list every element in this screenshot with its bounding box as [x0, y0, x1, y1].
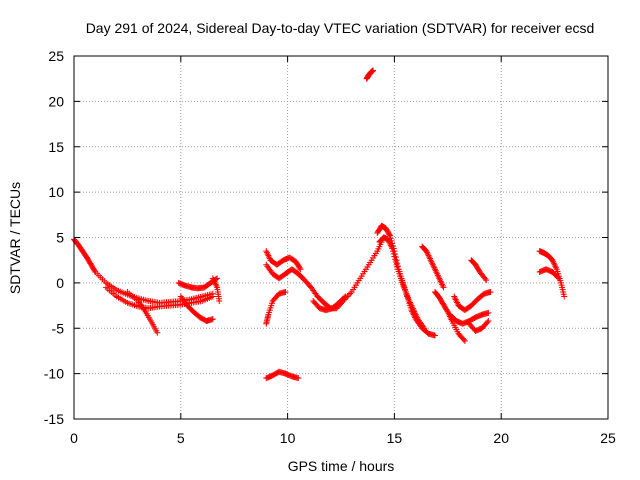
data-point — [421, 325, 428, 332]
data-point — [216, 298, 223, 305]
series-arc-11 — [310, 293, 349, 314]
data-point — [296, 265, 303, 272]
chart-title: Day 291 of 2024, Sidereal Day-to-day VTE… — [86, 20, 595, 36]
x-tick-label: 25 — [600, 430, 616, 446]
data-point — [341, 294, 348, 301]
series-arc-20 — [468, 257, 490, 284]
data-point — [484, 319, 491, 326]
series-arc-3 — [177, 293, 216, 324]
x-tick-label: 0 — [70, 430, 78, 446]
series-arc-4 — [175, 275, 221, 292]
data-point — [389, 245, 396, 252]
y-tick-label: -5 — [52, 320, 65, 336]
data-point — [487, 288, 494, 295]
data-point — [391, 253, 398, 260]
y-tick-label: -15 — [44, 411, 64, 427]
data-point — [485, 309, 492, 316]
series-arc-8 — [263, 288, 289, 327]
data-point — [561, 293, 568, 300]
y-tick-label: 10 — [48, 184, 64, 200]
x-axis-label: GPS time / hours — [288, 458, 395, 474]
data-point — [389, 248, 396, 255]
data-point — [392, 259, 399, 266]
y-tick-label: 15 — [48, 139, 64, 155]
x-tick-label: 20 — [493, 430, 509, 446]
data-point — [370, 67, 377, 74]
data-point — [483, 277, 490, 284]
y-tick-label: -10 — [44, 366, 64, 382]
series-arc-19 — [466, 317, 492, 334]
data-point — [154, 329, 161, 336]
data-point — [461, 337, 468, 344]
data-point — [460, 336, 467, 343]
data-point — [390, 250, 397, 257]
grid-lines — [74, 56, 608, 419]
y-tick-label: 5 — [56, 230, 64, 246]
data-point — [555, 275, 562, 282]
series-arc-1 — [71, 236, 216, 306]
data-point — [386, 231, 393, 238]
data-point — [295, 375, 302, 382]
y-tick-label: 0 — [56, 275, 64, 291]
x-axis-ticks: 0 5 10 15 20 25 — [70, 56, 616, 446]
data-point — [431, 332, 438, 339]
data-point — [440, 284, 447, 291]
data-point — [282, 288, 289, 295]
data-point — [342, 293, 349, 300]
y-axis-ticks: -15 -10 -5 0 5 10 15 20 25 — [44, 48, 608, 427]
y-tick-label: 25 — [48, 48, 64, 64]
series-arc-5 — [209, 275, 223, 305]
series-arc-14 — [376, 234, 428, 332]
data-point — [297, 266, 304, 273]
data-point — [444, 307, 451, 314]
series-arc-17 — [451, 288, 494, 314]
data-point — [91, 267, 98, 274]
data-point — [482, 275, 489, 282]
plot-frame — [73, 55, 609, 420]
data-point — [554, 274, 561, 281]
x-tick-label: 10 — [280, 430, 296, 446]
data-point — [387, 232, 394, 239]
data-point — [392, 256, 399, 263]
data-point — [209, 293, 216, 300]
series-arc-18 — [446, 309, 492, 327]
series-arc-7 — [263, 261, 302, 282]
y-axis-label: SDTVAR / TECUs — [7, 182, 23, 294]
x-tick-label: 15 — [387, 430, 403, 446]
data-point — [347, 290, 354, 297]
data-point — [209, 316, 216, 323]
series-arc-6 — [263, 248, 304, 273]
series-arc-12 — [363, 67, 377, 82]
series-arc-2 — [124, 288, 161, 336]
y-tick-label: 20 — [48, 93, 64, 109]
series-arc-15 — [419, 243, 447, 291]
data-point — [485, 317, 492, 324]
series-arc-22 — [536, 266, 562, 282]
data-points — [71, 67, 568, 382]
series-arc-9 — [263, 368, 302, 382]
x-tick-label: 5 — [177, 430, 185, 446]
